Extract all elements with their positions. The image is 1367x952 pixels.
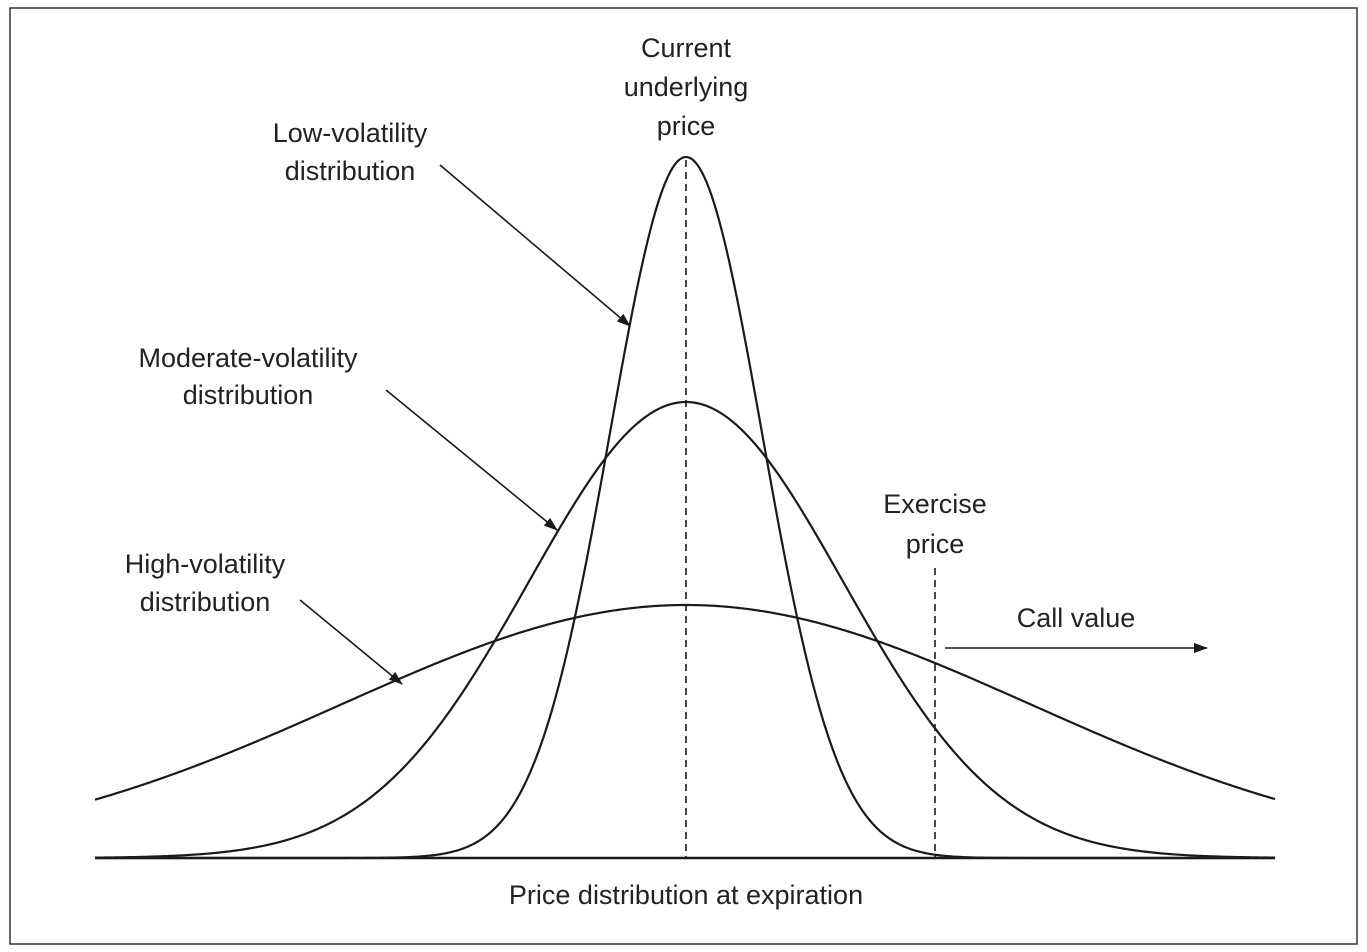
label: distribution bbox=[183, 380, 314, 410]
label: High-volatility bbox=[125, 549, 286, 579]
frame bbox=[9, 7, 1358, 945]
label: underlying bbox=[624, 72, 749, 102]
low-arrow bbox=[439, 164, 631, 327]
label: price bbox=[657, 111, 716, 141]
axis-label: Price distribution at expiration bbox=[509, 880, 863, 910]
curves bbox=[94, 155, 1276, 860]
label: Low-volatility bbox=[273, 118, 428, 148]
low-curve bbox=[95, 155, 1275, 860]
moderate-curve bbox=[94, 400, 1276, 859]
label: Exercise bbox=[883, 489, 987, 519]
high-curve bbox=[94, 603, 1276, 801]
label: price bbox=[906, 529, 965, 559]
high-arrow bbox=[299, 599, 403, 685]
label: distribution bbox=[140, 587, 271, 617]
moderate-arrow bbox=[385, 389, 558, 531]
label: Call value bbox=[1017, 603, 1136, 633]
label: Moderate-volatility bbox=[138, 343, 358, 373]
label: distribution bbox=[285, 156, 416, 186]
label: Current bbox=[641, 33, 732, 63]
